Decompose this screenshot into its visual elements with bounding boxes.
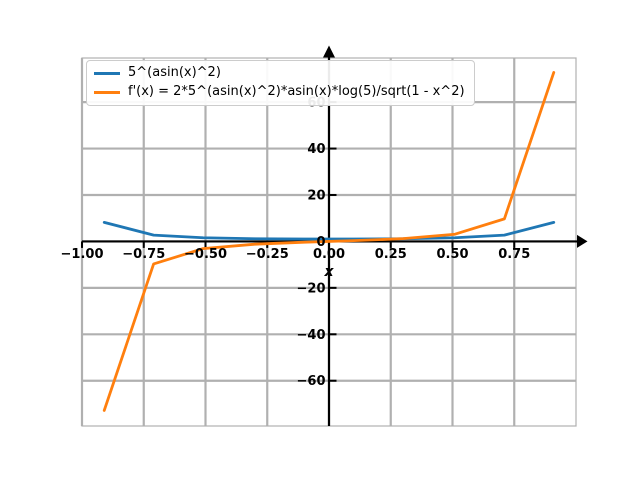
legend-item-function: 5^(asin(x)^2)	[94, 65, 465, 81]
legend-line-swatch-blue	[94, 71, 120, 75]
y-tick-label: −60	[297, 374, 326, 389]
legend-item-derivative: f'(x) = 2*5^(asin(x)^2)*asin(x)*log(5)/s…	[94, 84, 465, 100]
y-axis-arrow	[323, 45, 335, 58]
series-line-1	[102, 70, 556, 412]
x-tick-label: 0.25	[375, 247, 407, 262]
y-tick-label: −40	[297, 328, 326, 343]
y-tick-label: 20	[307, 188, 325, 203]
y-tick-label: 40	[307, 142, 325, 157]
x-tick-label: −0.25	[246, 247, 289, 262]
x-tick-label: 0.75	[498, 247, 530, 262]
x-tick-label: 0.50	[436, 247, 468, 262]
x-tick-label: 0.00	[313, 247, 345, 262]
x-tick-label: −1.00	[61, 247, 104, 262]
legend-label-derivative: f'(x) = 2*5^(asin(x)^2)*asin(x)*log(5)/s…	[128, 84, 465, 99]
x-tick-label: −0.50	[184, 247, 227, 262]
y-tick-label: −20	[297, 281, 326, 296]
x-axis-label: x	[323, 264, 334, 280]
legend: 5^(asin(x)^2) f'(x) = 2*5^(asin(x)^2)*as…	[86, 60, 475, 106]
x-axis-arrow	[577, 234, 588, 248]
y-tick-label-zero: 0	[316, 235, 325, 250]
legend-label-function: 5^(asin(x)^2)	[128, 65, 221, 80]
series-line-0	[102, 220, 556, 241]
legend-line-swatch-orange	[94, 90, 120, 94]
x-tick-label: −0.75	[122, 247, 165, 262]
